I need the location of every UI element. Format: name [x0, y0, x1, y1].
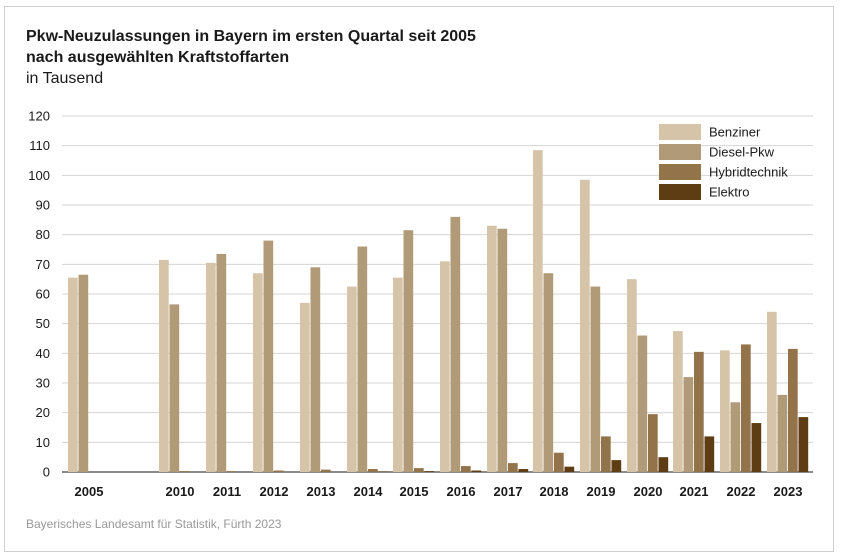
bar-benziner-2011 — [206, 262, 216, 472]
bar-elektro-2019 — [611, 460, 622, 472]
bar-benziner-2018 — [533, 150, 543, 472]
y-tick-label: 120 — [28, 109, 50, 124]
bar-diesel-pkw-2021 — [683, 377, 694, 472]
bar-elektro-2014 — [378, 471, 389, 472]
chart-title-block: Pkw-Neuzulassungen in Bayern im ersten Q… — [26, 26, 476, 89]
bar-hybridtechnik-2022 — [741, 344, 751, 472]
chart-title: Pkw-Neuzulassungen in Bayern im ersten Q… — [26, 28, 476, 45]
bar-benziner-2019 — [580, 179, 590, 472]
bar-benziner-2012 — [253, 273, 263, 472]
bar-hybridtechnik-2010 — [180, 471, 190, 472]
y-tick-label: 110 — [29, 138, 50, 153]
bar-hybridtechnik-2015 — [414, 468, 424, 472]
y-tick-label: 30 — [36, 376, 50, 391]
bar-hybridtechnik-2016 — [461, 466, 471, 472]
y-tick-label: 70 — [36, 257, 50, 272]
legend-label-benziner: Benziner — [709, 125, 761, 140]
y-tick-label: 80 — [36, 227, 50, 242]
x-tick-label: 2010 — [166, 484, 195, 499]
bar-elektro-2018 — [564, 466, 575, 472]
bar-hybridtechnik-2020 — [648, 414, 658, 472]
bar-diesel-pkw-2015 — [403, 230, 414, 472]
y-tick-label: 0 — [43, 465, 50, 480]
x-tick-label: 2013 — [307, 484, 336, 499]
bar-hybridtechnik-2019 — [601, 436, 611, 472]
bar-elektro-2022 — [751, 423, 762, 472]
bar-hybridtechnik-2012 — [274, 470, 284, 472]
x-tick-label: 2020 — [634, 484, 663, 499]
bar-diesel-pkw-2010 — [169, 304, 180, 472]
chart-unit: in Tausend — [26, 70, 104, 87]
y-tick-label: 10 — [36, 435, 50, 450]
bar-elektro-2020 — [658, 457, 669, 472]
bar-diesel-pkw-2020 — [637, 335, 648, 472]
y-tick-label: 60 — [36, 287, 50, 302]
y-tick-label: 50 — [36, 316, 50, 331]
bar-benziner-2013 — [300, 302, 310, 472]
bar-elektro-2021 — [704, 436, 715, 472]
bar-benziner-2023 — [767, 311, 777, 472]
bar-diesel-pkw-2023 — [777, 394, 788, 472]
bar-hybridtechnik-2023 — [788, 348, 798, 472]
bar-diesel-pkw-2019 — [590, 286, 601, 472]
bar-benziner-2005 — [68, 277, 78, 472]
bar-diesel-pkw-2018 — [543, 273, 554, 472]
bar-hybridtechnik-2018 — [554, 452, 564, 472]
x-tick-label: 2017 — [494, 484, 523, 499]
bar-elektro-2023 — [798, 417, 809, 472]
bar-hybridtechnik-2013 — [321, 469, 331, 472]
bar-diesel-pkw-2012 — [263, 240, 274, 472]
bar-benziner-2014 — [347, 286, 357, 472]
bar-hybridtechnik-2021 — [694, 351, 704, 472]
x-tick-label: 2022 — [727, 484, 756, 499]
bar-diesel-pkw-2022 — [730, 402, 741, 472]
bar-benziner-2016 — [440, 261, 450, 472]
bar-benziner-2010 — [159, 259, 169, 472]
y-tick-label: 90 — [36, 198, 50, 213]
legend-label-hybridtechnik: Hybridtechnik — [709, 165, 788, 180]
bar-hybridtechnik-2014 — [368, 469, 378, 472]
bar-elektro-2017 — [518, 469, 529, 472]
x-tick-label: 2018 — [540, 484, 569, 499]
bar-diesel-pkw-2013 — [310, 267, 321, 472]
legend-swatch-hybridtechnik — [659, 164, 701, 180]
chart-frame — [4, 6, 834, 552]
bar-elektro-2015 — [424, 471, 435, 472]
legend-label-elektro: Elektro — [709, 185, 749, 200]
x-tick-label: 2019 — [587, 484, 616, 499]
legend-label-diesel-pkw: Diesel-Pkw — [709, 145, 775, 160]
legend-swatch-diesel-pkw — [659, 144, 701, 160]
legend-swatch-elektro — [659, 184, 701, 200]
y-tick-label: 100 — [28, 168, 50, 183]
bar-benziner-2020 — [627, 279, 637, 472]
bar-hybridtechnik-2017 — [508, 463, 518, 472]
source-note: Bayerisches Landesamt für Statistik, Für… — [26, 517, 282, 531]
bar-diesel-pkw-2011 — [216, 253, 227, 472]
bar-diesel-pkw-2014 — [357, 246, 368, 472]
x-tick-label: 2015 — [400, 484, 429, 499]
x-tick-label: 2005 — [75, 484, 104, 499]
x-tick-label: 2014 — [354, 484, 384, 499]
y-tick-label: 20 — [36, 405, 50, 420]
chart-subtitle: nach ausgewählten Kraftstoffarten — [26, 49, 290, 66]
bar-benziner-2017 — [487, 225, 497, 472]
bar-diesel-pkw-2005 — [78, 274, 89, 472]
x-tick-label: 2012 — [260, 484, 289, 499]
bar-benziner-2021 — [673, 331, 683, 472]
bar-hybridtechnik-2011 — [227, 471, 237, 472]
x-tick-label: 2023 — [774, 484, 803, 499]
y-tick-label: 40 — [36, 346, 50, 361]
legend-swatch-benziner — [659, 124, 701, 140]
bar-diesel-pkw-2017 — [497, 228, 508, 472]
x-tick-label: 2016 — [447, 484, 476, 499]
bar-elektro-2016 — [471, 470, 482, 472]
bar-diesel-pkw-2016 — [450, 216, 461, 472]
bar-benziner-2015 — [393, 277, 403, 472]
x-tick-label: 2021 — [680, 484, 709, 499]
bar-benziner-2022 — [720, 350, 730, 472]
x-tick-label: 2011 — [213, 484, 241, 499]
